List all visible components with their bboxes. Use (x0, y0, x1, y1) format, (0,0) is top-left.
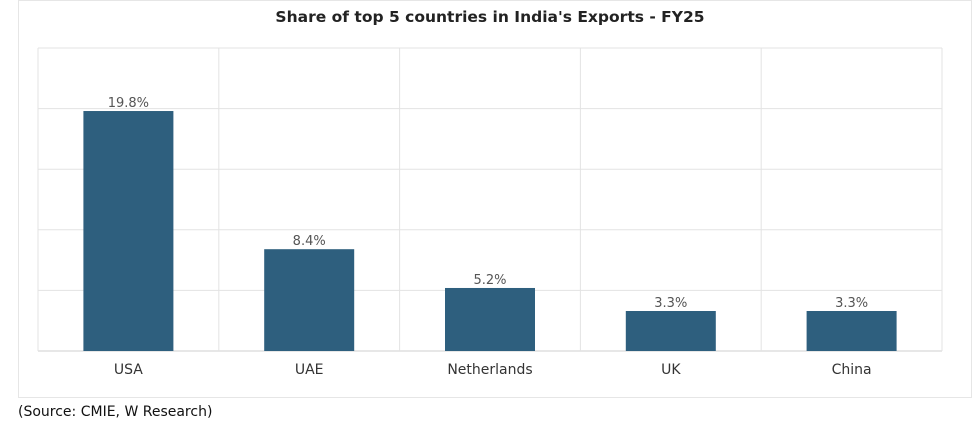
bar (445, 287, 535, 351)
bar (264, 249, 355, 351)
data-label: 3.3% (835, 296, 868, 311)
x-tick-label: UAE (295, 362, 324, 378)
x-tick-label: UK (661, 362, 681, 378)
data-label: 5.2% (473, 273, 506, 288)
bar (806, 311, 897, 351)
x-tick-label: USA (114, 362, 143, 378)
data-label: 3.3% (654, 296, 687, 311)
bar (625, 311, 716, 351)
data-label: 8.4% (293, 234, 326, 249)
data-label: 19.8% (108, 96, 149, 111)
x-tick-label: China (832, 362, 872, 378)
source-note: (Source: CMIE, W Research) (18, 404, 213, 420)
bar-chart: 19.8% USA 8.4% UAE 5.2% Netherlands 3.3% UK 3.3%… (37, 47, 943, 378)
chart-title: Share of top 5 countries in India's Expo… (275, 8, 705, 26)
x-tick-label: Netherlands (447, 362, 532, 378)
bar (83, 111, 174, 351)
